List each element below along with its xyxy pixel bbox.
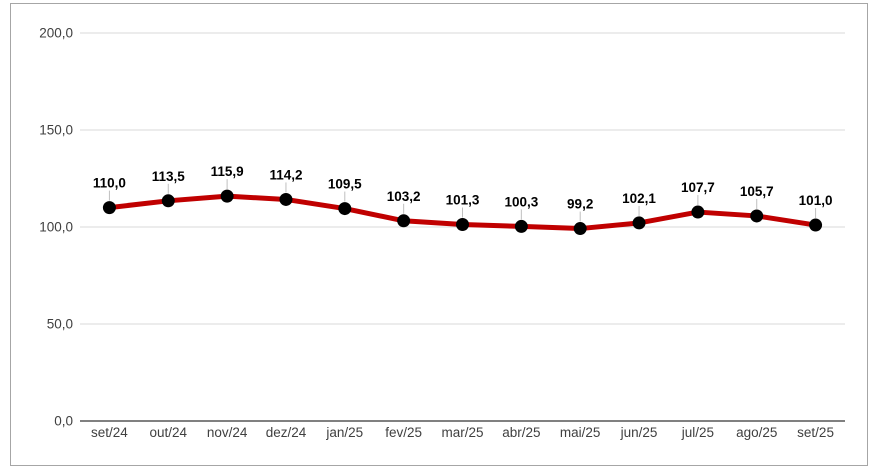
y-axis-tick-label: 150,0 [39,123,73,138]
data-label: 102,1 [622,191,656,206]
x-axis-tick-label: mar/25 [441,425,483,440]
data-point-marker [514,219,528,233]
data-label: 115,9 [211,164,244,179]
y-axis-tick-label: 0,0 [54,414,73,429]
x-axis-tick-label: set/24 [91,425,128,440]
data-label: 109,5 [328,177,362,192]
data-point-marker [397,214,411,228]
x-axis-tick-label: nov/24 [207,425,248,440]
x-axis-tick-label: jan/25 [325,425,363,440]
y-axis-tick-label: 50,0 [47,317,73,332]
data-point-marker [573,222,587,236]
data-point-marker [750,209,764,223]
data-label: 114,2 [269,167,302,182]
data-point-marker [338,202,352,216]
x-axis-tick-label: ago/25 [736,425,777,440]
data-label: 105,7 [740,184,774,199]
y-axis-tick-label: 100,0 [39,220,73,235]
data-label: 99,2 [567,197,593,212]
data-point-marker [809,218,823,232]
data-point-marker [102,201,116,215]
chart-border [10,3,868,466]
data-label: 100,3 [504,194,538,209]
data-point-marker [691,205,705,219]
data-label: 101,0 [799,193,833,208]
data-label: 113,5 [152,169,186,184]
x-axis-tick-label: fev/25 [385,425,422,440]
data-point-marker [632,216,646,230]
x-axis-tick-label: mai/25 [560,425,601,440]
data-point-marker [279,192,293,206]
x-axis-tick-label: out/24 [149,425,187,440]
x-axis-tick-label: set/25 [797,425,834,440]
x-axis-tick-label: jun/25 [620,425,658,440]
data-point-marker [220,189,234,203]
x-axis-tick-label: abr/25 [502,425,540,440]
data-point-marker [161,194,175,208]
data-label: 101,3 [446,192,480,207]
data-label: 110,0 [93,176,126,191]
data-point-marker [456,217,469,231]
x-axis-tick-label: jul/25 [681,425,714,440]
data-label: 103,2 [387,189,421,204]
x-axis-tick-label: dez/24 [266,425,307,440]
data-label: 107,7 [681,180,715,195]
y-axis-tick-label: 200,0 [39,26,73,41]
